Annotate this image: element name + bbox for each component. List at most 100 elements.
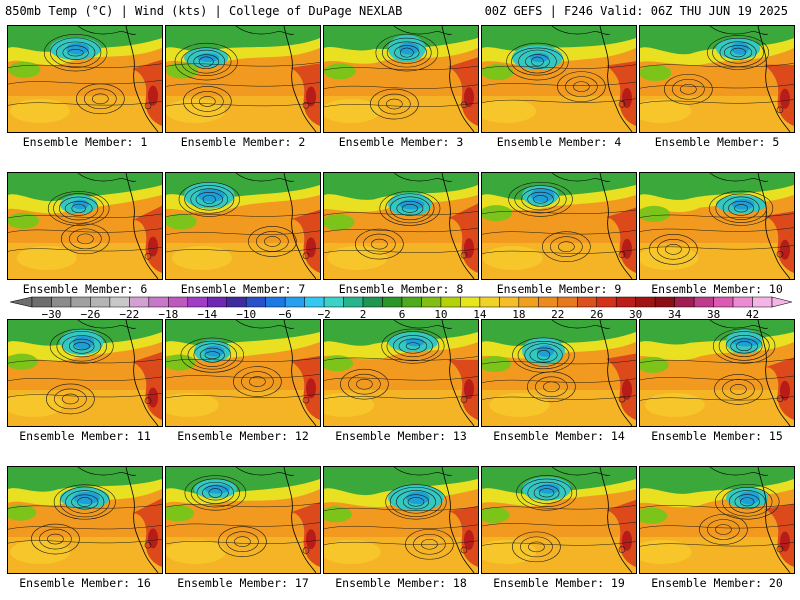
colorbar-tick-label: −26: [80, 308, 101, 321]
ensemble-panel: Ensemble Member: 18: [323, 466, 479, 598]
ensemble-panel: Ensemble Member: 11: [7, 319, 163, 451]
temperature-colorbar: −30 −26 −22 −18 −14 −10 −6 −2 2 6 10 14 18 22 26 30 34 38…: [10, 296, 792, 322]
temperature-contour-map: [8, 173, 162, 279]
colorbar-tick-label: −14: [197, 308, 218, 321]
colorbar-swatch: [674, 296, 695, 308]
temperature-contour-map: [640, 26, 794, 132]
colorbar-swatch: [479, 296, 500, 308]
ensemble-member-map: [639, 172, 795, 280]
ensemble-member-label: Ensemble Member: 8: [338, 282, 464, 296]
colorbar-swatch: [538, 296, 559, 308]
ensemble-panel: Ensemble Member: 13: [323, 319, 479, 451]
temperature-contour-map: [482, 467, 636, 573]
temperature-contour-map: [8, 26, 162, 132]
map-title: 850mb Temp (°C) | Wind (kts) | College o…: [5, 4, 403, 18]
colorbar-swatch: [343, 296, 364, 308]
colorbar-swatch: [752, 296, 773, 308]
ensemble-member-label: Ensemble Member: 2: [180, 135, 306, 149]
ensemble-member-map: [7, 172, 163, 280]
ensemble-member-label: Ensemble Member: 3: [338, 135, 464, 149]
temperature-contour-map: [166, 173, 320, 279]
colorbar-swatch: [382, 296, 403, 308]
ensemble-member-label: Ensemble Member: 11: [19, 429, 151, 443]
temperature-contour-map: [482, 320, 636, 426]
colorbar-swatch: [421, 296, 442, 308]
ensemble-panel: Ensemble Member: 20: [639, 466, 795, 598]
ensemble-member-map: [165, 466, 321, 574]
ensemble-panel: Ensemble Member: 3: [323, 25, 479, 157]
temperature-contour-map: [324, 26, 478, 132]
colorbar-swatch: [226, 296, 247, 308]
colorbar-swatch: [51, 296, 72, 308]
temperature-contour-map: [324, 320, 478, 426]
colorbar-swatch: [732, 296, 753, 308]
colorbar-swatch: [304, 296, 325, 308]
colorbar-swatch: [615, 296, 636, 308]
colorbar-tick-label: −22: [119, 308, 140, 321]
temperature-contour-map: [324, 467, 478, 573]
colorbar-swatch: [577, 296, 597, 308]
ensemble-panel: Ensemble Member: 19: [481, 466, 637, 598]
ensemble-member-map: [7, 466, 163, 574]
colorbar-swatch: [31, 296, 52, 308]
colorbar-swatch: [518, 296, 539, 308]
ensemble-member-label: Ensemble Member: 9: [496, 282, 622, 296]
ensemble-panel: Ensemble Member: 17: [165, 466, 321, 598]
temperature-contour-map: [166, 320, 320, 426]
ensemble-member-label: Ensemble Member: 14: [493, 429, 625, 443]
colorbar-swatch: [90, 296, 111, 308]
ensemble-panel: Ensemble Member: 9: [481, 172, 637, 304]
model-run-info: 00Z GEFS | F246 Valid: 06Z THU JUN 19 20…: [484, 4, 788, 18]
ensemble-panel: Ensemble Member: 7: [165, 172, 321, 304]
colorbar-swatch: [187, 296, 208, 308]
ensemble-panel: Ensemble Member: 1: [7, 25, 163, 157]
colorbar-swatch: [713, 296, 734, 308]
ensemble-panel: Ensemble Member: 10: [639, 172, 795, 304]
temperature-contour-map: [324, 173, 478, 279]
ensemble-member-label: Ensemble Member: 10: [651, 282, 783, 296]
temperature-contour-map: [166, 467, 320, 573]
ensemble-member-label: Ensemble Member: 7: [180, 282, 306, 296]
ensemble-member-map: [481, 172, 637, 280]
ensemble-panel: Ensemble Member: 5: [639, 25, 795, 157]
ensemble-member-map: [7, 319, 163, 427]
ensemble-member-map: [639, 25, 795, 133]
ensemble-member-label: Ensemble Member: 1: [22, 135, 148, 149]
ensemble-member-map: [323, 466, 479, 574]
colorbar-swatch: [401, 296, 422, 308]
colorbar-swatch: [440, 296, 461, 308]
colorbar-swatch: [265, 296, 286, 308]
colorbar-swatch: [284, 296, 305, 308]
temperature-contour-map: [640, 467, 794, 573]
colorbar-swatch: [148, 296, 169, 308]
colorbar-tick-label: 2: [359, 308, 367, 321]
ensemble-member-label: Ensemble Member: 5: [654, 135, 780, 149]
colorbar-swatch: [168, 296, 189, 308]
colorbar-tick-label: 22: [551, 308, 565, 321]
ensemble-panel: Ensemble Member: 8: [323, 172, 479, 304]
temperature-contour-map: [482, 26, 636, 132]
colorbar-tick-label: 18: [512, 308, 526, 321]
ensemble-member-label: Ensemble Member: 6: [22, 282, 148, 296]
ensemble-member-label: Ensemble Member: 17: [177, 576, 309, 590]
colorbar-tick-label: −18: [158, 308, 179, 321]
colorbar-tick-label: 30: [629, 308, 643, 321]
colorbar-tick-label: −2: [317, 308, 331, 321]
colorbar-tick-label: 26: [590, 308, 604, 321]
colorbar-swatch: [635, 296, 656, 308]
colorbar-tick-labels: −30 −26 −22 −18 −14 −10 −6 −2 2 6 10 14 18 22 26 30 34 38…: [10, 309, 792, 321]
temperature-contour-map: [8, 320, 162, 426]
colorbar-swatch: [70, 296, 91, 308]
ensemble-panel: Ensemble Member: 4: [481, 25, 637, 157]
temperature-contour-map: [482, 173, 636, 279]
ensemble-member-label: Ensemble Member: 12: [177, 429, 309, 443]
colorbar-tick-label: −30: [41, 308, 62, 321]
ensemble-member-label: Ensemble Member: 18: [335, 576, 467, 590]
ensemble-member-map: [481, 25, 637, 133]
colorbar-swatch: [557, 296, 578, 308]
colorbar-swatch: [460, 296, 481, 308]
colorbar-swatch: [596, 296, 617, 308]
colorbar-swatch: [323, 296, 344, 308]
temperature-contour-map: [8, 467, 162, 573]
ensemble-panel: Ensemble Member: 16: [7, 466, 163, 598]
